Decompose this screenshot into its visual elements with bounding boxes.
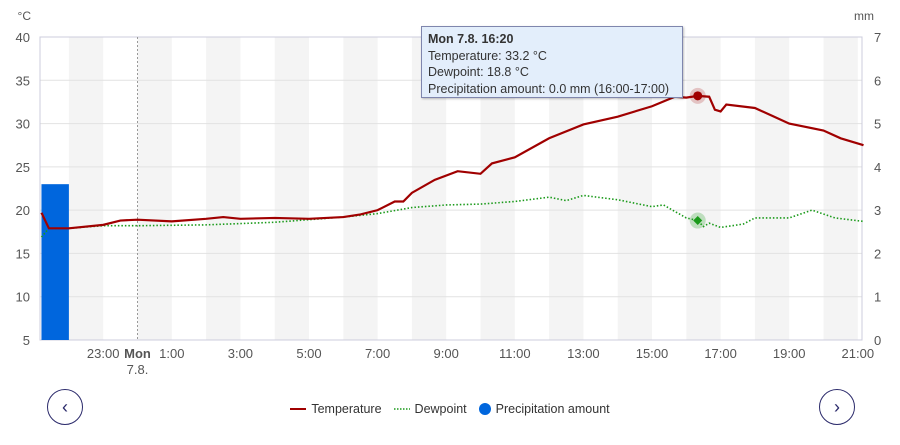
x-tick: 13:00 — [567, 346, 600, 361]
y-left-tick: 40 — [16, 30, 30, 45]
tooltip-temperature: Temperature: 33.2 °C — [428, 48, 547, 63]
y-left-tick: 15 — [16, 246, 30, 261]
y-right-tick: 6 — [874, 73, 881, 88]
hour-band — [754, 37, 790, 340]
hour-band — [686, 37, 721, 340]
precipitation-bar — [41, 184, 69, 340]
hour-band — [823, 37, 858, 340]
y-right-tick: 2 — [874, 246, 881, 261]
x-tick: 7:00 — [365, 346, 390, 361]
x-tick: 11:00 — [499, 346, 531, 361]
chevron-left-icon: ‹ — [62, 396, 68, 417]
dewpoint-line — [40, 194, 864, 238]
y-right-unit: mm — [854, 9, 874, 23]
precipitation-swatch — [478, 403, 491, 415]
y-left-tick: 30 — [16, 117, 30, 132]
legend-label: Precipitation amount — [495, 402, 610, 416]
x-tick: 1:00 — [159, 346, 184, 361]
dewpoint-swatch — [393, 408, 410, 410]
temperature-swatch — [290, 408, 307, 410]
hour-band — [68, 37, 104, 340]
y-right-tick: 1 — [874, 290, 881, 305]
y-right-tick: 3 — [874, 203, 881, 218]
hour-band — [137, 37, 172, 340]
x-tick: 5:00 — [296, 346, 321, 361]
hour-band — [274, 37, 309, 340]
legend-label: Dewpoint — [414, 402, 467, 416]
legend-item-dewpoint[interactable]: Dewpoint — [393, 402, 467, 416]
tooltip-precipitation: Precipitation amount: 0.0 mm (16:00-17:0… — [428, 81, 670, 96]
legend-item-temperature[interactable]: Temperature — [290, 402, 382, 416]
x-tick: 21:00 — [842, 346, 875, 361]
temperature-line — [40, 94, 864, 230]
x-tick: 17:00 — [704, 346, 737, 361]
x-tick: 15:00 — [636, 346, 669, 361]
y-left-tick: 5 — [23, 333, 30, 348]
x-tick: Mon — [124, 346, 151, 361]
x-tick: 19:00 — [773, 346, 806, 361]
chart-legend: Temperature Dewpoint Precipitation amoun… — [0, 402, 900, 416]
legend-label: Temperature — [311, 402, 382, 416]
chevron-right-icon: › — [834, 396, 840, 417]
dewpoint-marker — [693, 216, 703, 226]
y-right-tick: 7 — [874, 30, 881, 45]
temperature-marker — [693, 91, 703, 101]
y-right-tick: 5 — [874, 117, 881, 132]
tooltip-dewpoint: Dewpoint: 18.8 °C — [428, 65, 529, 79]
y-left-unit: °C — [18, 9, 32, 23]
x-tick: 23:00 — [87, 346, 120, 361]
y-left-tick: 20 — [16, 203, 30, 218]
x-tick-date: 7.8. — [127, 362, 149, 377]
next-button[interactable]: › — [819, 389, 855, 425]
chart-tooltip: Mon 7.8. 16:20 Temperature: 33.2 °C Dewp… — [421, 26, 683, 98]
tooltip-title: Mon 7.8. 16:20 — [428, 32, 514, 46]
x-tick: 9:00 — [434, 346, 459, 361]
y-left-tick: 10 — [16, 290, 30, 305]
y-left-tick: 25 — [16, 160, 30, 175]
previous-button[interactable]: ‹ — [47, 389, 83, 425]
hour-band — [343, 37, 378, 340]
hour-band — [206, 37, 241, 340]
y-left-tick: 35 — [16, 73, 30, 88]
legend-item-precipitation[interactable]: Precipitation amount — [478, 402, 610, 416]
y-right-tick: 4 — [874, 160, 881, 175]
y-right-tick: 0 — [874, 333, 881, 348]
x-tick: 3:00 — [228, 346, 253, 361]
